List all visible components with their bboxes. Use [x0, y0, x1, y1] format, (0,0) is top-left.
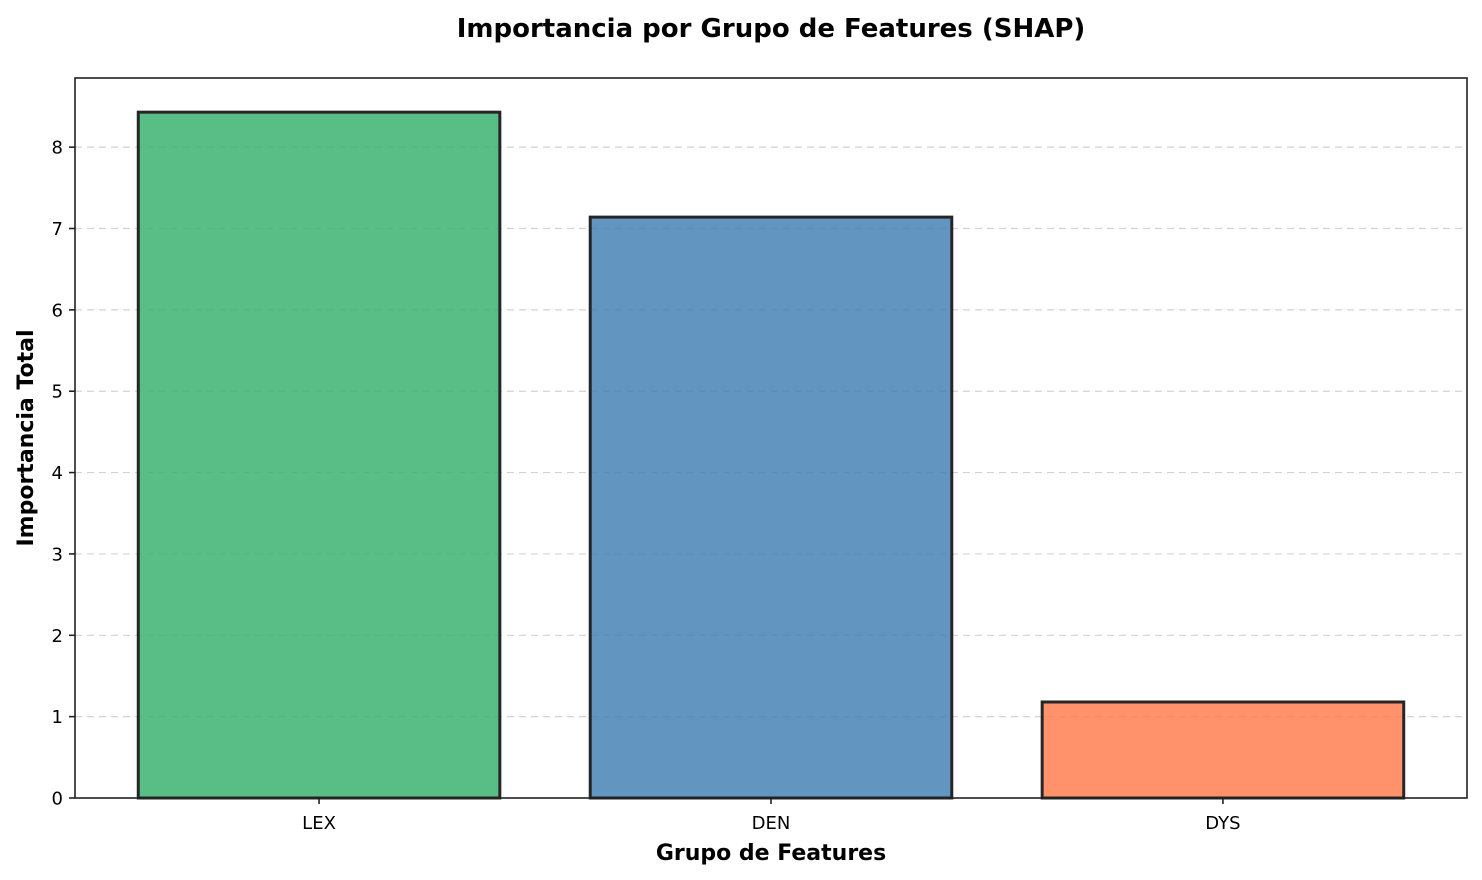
bar-den [588, 215, 954, 800]
y-tick-label: 3 [52, 544, 63, 565]
x-axis: LEX DEN DYS [302, 798, 1241, 834]
x-tick-label: LEX [302, 813, 336, 834]
y-axis: 0 1 2 3 4 5 6 7 8 [52, 138, 75, 810]
bar-layer [136, 110, 1406, 800]
y-tick-label: 8 [52, 138, 63, 159]
bar-lex [136, 110, 502, 800]
x-tick-label: DYS [1205, 813, 1240, 834]
y-tick-label: 7 [52, 219, 63, 240]
chart-title: Importancia por Grupo de Features (SHAP) [457, 14, 1086, 44]
y-axis-label: Importancia Total [14, 329, 39, 546]
bar-dys [1040, 700, 1406, 800]
y-tick-label: 1 [52, 707, 63, 728]
y-tick-label: 4 [52, 463, 63, 484]
y-tick-label: 6 [52, 300, 63, 321]
y-tick-label: 0 [52, 789, 63, 810]
y-tick-label: 2 [52, 626, 63, 647]
x-tick-label: DEN [752, 813, 791, 834]
y-tick-label: 5 [52, 382, 63, 403]
x-axis-label: Grupo de Features [656, 841, 886, 866]
